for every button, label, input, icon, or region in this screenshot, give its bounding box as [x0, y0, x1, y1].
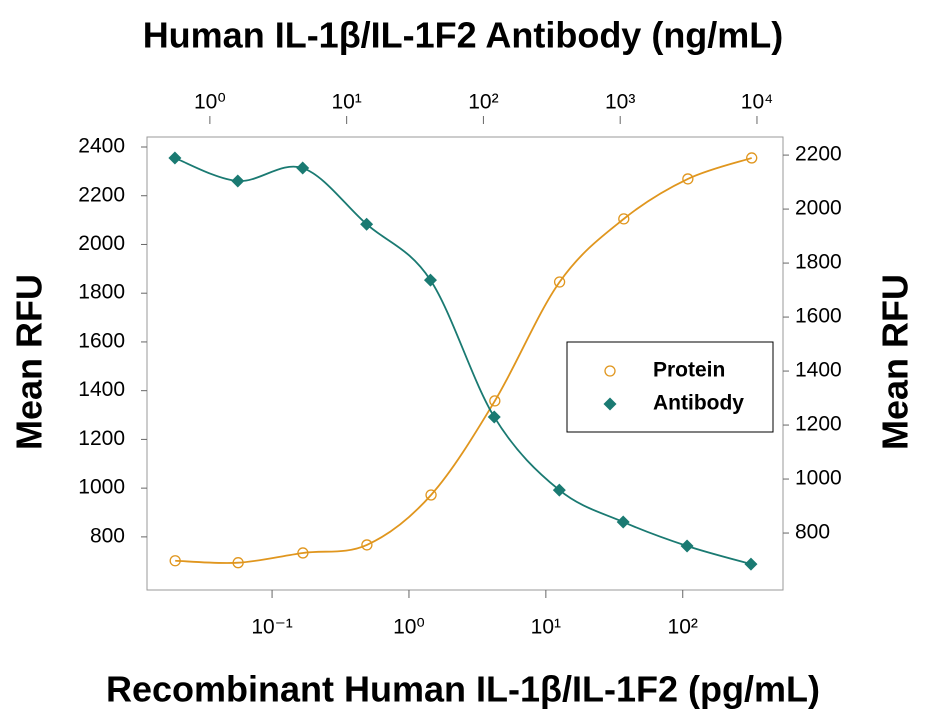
x-axis-title: Recombinant Human IL-1β/IL-1F2 (pg/mL)	[106, 669, 820, 710]
y-axis-title: Mean RFU	[9, 274, 50, 450]
x2-tick-label: 10²	[468, 91, 498, 114]
legend-marker	[604, 365, 616, 377]
data-point	[425, 489, 437, 501]
data-point	[746, 152, 758, 164]
plot-frame	[146, 136, 784, 591]
legend-marker	[603, 397, 617, 411]
legend-label: Antibody	[653, 392, 744, 415]
data-point	[680, 539, 694, 553]
y-tick-label: 800	[90, 524, 125, 547]
y2-tick-label: 1800	[795, 251, 842, 274]
data-point	[169, 555, 181, 567]
y2-tick-label: 2000	[795, 197, 842, 220]
data-point	[744, 557, 758, 571]
legend-box	[566, 341, 774, 433]
data-point	[423, 273, 437, 287]
data-point	[360, 217, 374, 231]
y2-tick-label: 1600	[795, 305, 842, 328]
y2-axis-title: Mean RFU	[875, 274, 916, 450]
x2-tick-label: 10⁰	[194, 91, 226, 114]
y-tick-label: 1800	[78, 281, 125, 304]
y2-tick-label: 2200	[795, 143, 842, 166]
x-tick-label: 10¹	[531, 616, 561, 639]
y-tick-label: 2200	[78, 183, 125, 206]
data-point	[682, 173, 694, 185]
chart-title: Human IL-1β/IL-1F2 Antibody (ng/mL)	[143, 15, 784, 56]
x2-tick-label: 10³	[605, 91, 635, 114]
data-point	[168, 151, 182, 165]
fit-line	[174, 157, 752, 565]
data-point	[618, 213, 630, 225]
legend-label: Protein	[653, 359, 725, 382]
data-point	[489, 395, 501, 407]
y-tick-label: 1200	[78, 427, 125, 450]
x-tick-label: 10⁻¹	[251, 616, 292, 639]
data-point	[616, 515, 630, 529]
data-point	[552, 483, 566, 497]
data-point	[361, 539, 373, 551]
y-tick-label: 1400	[78, 378, 125, 401]
data-point	[553, 276, 566, 288]
y2-tick-label: 1000	[795, 467, 842, 490]
x-tick-label: 10⁰	[393, 616, 425, 639]
y-tick-label: 1600	[78, 329, 125, 352]
y-tick-label: 1000	[78, 476, 125, 499]
x2-tick-label: 10⁴	[741, 91, 773, 114]
y2-tick-label: 1400	[795, 359, 842, 382]
data-point	[297, 547, 309, 559]
y-tick-label: 2000	[78, 232, 125, 255]
data-point	[231, 174, 245, 188]
y2-tick-label: 1200	[795, 413, 842, 436]
x-tick-label: 10²	[668, 616, 698, 639]
fit-line	[175, 157, 752, 564]
x2-tick-label: 10¹	[331, 91, 361, 114]
y2-tick-label: 800	[795, 521, 830, 544]
y-tick-label: 2400	[78, 135, 125, 158]
data-point	[296, 161, 310, 175]
data-point	[487, 410, 501, 424]
data-point	[232, 557, 244, 569]
